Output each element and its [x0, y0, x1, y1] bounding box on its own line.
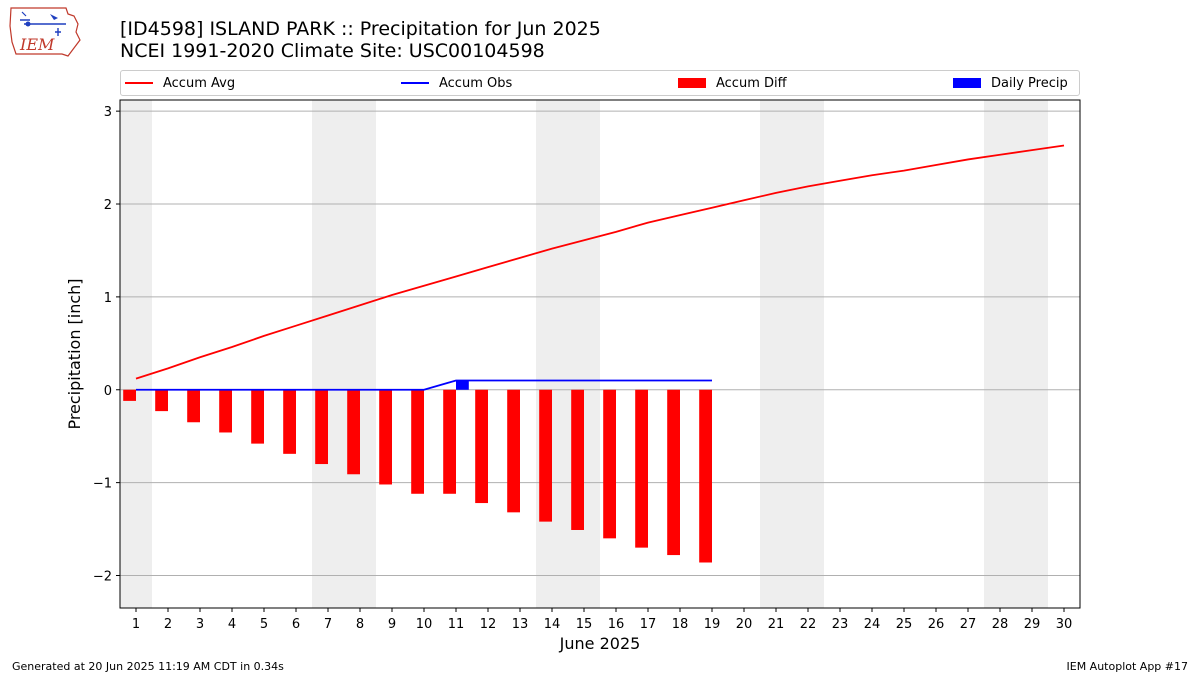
- x-tick-label: 30: [1056, 617, 1073, 632]
- x-tick-label: 10: [416, 617, 433, 632]
- bar-accum-diff: [603, 389, 616, 539]
- bar-accum-diff: [571, 389, 584, 530]
- bar-accum-diff: [443, 389, 456, 494]
- legend-swatch: [125, 82, 153, 84]
- legend-item-accum-avg: Accum Avg: [125, 71, 235, 95]
- y-tick-label: 2: [104, 198, 112, 213]
- bar-daily-precip: [456, 380, 469, 390]
- y-tick-label: −1: [93, 477, 112, 492]
- iem-logo: IEM: [9, 7, 81, 57]
- x-axis-label: June 2025: [559, 634, 641, 653]
- bar-accum-diff: [667, 389, 680, 556]
- x-tick-label: 3: [196, 617, 204, 632]
- x-tick-label: 4: [228, 617, 236, 632]
- legend-label: Accum Avg: [163, 75, 236, 91]
- bar-accum-diff: [699, 389, 712, 563]
- x-tick-label: 22: [800, 617, 817, 632]
- legend-swatch: [401, 82, 429, 84]
- bar-accum-diff: [155, 389, 168, 412]
- bar-accum-diff: [475, 389, 488, 504]
- x-tick-label: 7: [324, 617, 332, 632]
- x-tick-label: 11: [448, 617, 465, 632]
- bar-accum-diff: [411, 389, 424, 494]
- svg-text:IEM: IEM: [19, 35, 55, 54]
- x-tick-label: 23: [832, 617, 849, 632]
- footer-app: IEM Autoplot App #17: [1066, 660, 1189, 673]
- legend-label: Accum Diff: [716, 75, 787, 91]
- bar-accum-diff: [347, 389, 360, 475]
- bar-accum-diff: [251, 389, 264, 444]
- x-tick-label: 2: [164, 617, 172, 632]
- x-tick-label: 13: [512, 617, 529, 632]
- bar-accum-diff: [539, 389, 552, 522]
- x-tick-label: 17: [640, 617, 657, 632]
- x-tick-label: 21: [768, 617, 785, 632]
- weekend-band: [760, 100, 824, 608]
- x-tick-label: 19: [704, 617, 721, 632]
- x-tick-label: 8: [356, 617, 364, 632]
- chart-subtitle: NCEI 1991-2020 Climate Site: USC00104598: [120, 40, 545, 62]
- x-tick-label: 25: [896, 617, 913, 632]
- y-tick-label: 3: [104, 105, 112, 120]
- bar-accum-diff: [123, 389, 136, 401]
- legend-label: Daily Precip: [991, 75, 1068, 91]
- legend-swatch: [953, 78, 981, 88]
- y-tick-label: 1: [104, 291, 112, 306]
- weekend-band: [984, 100, 1048, 608]
- x-tick-label: 16: [608, 617, 625, 632]
- x-tick-label: 6: [292, 617, 300, 632]
- weekend-band: [120, 100, 152, 608]
- x-tick-label: 24: [864, 617, 881, 632]
- legend-swatch: [678, 78, 706, 88]
- bar-accum-diff: [283, 389, 296, 454]
- x-tick-label: 18: [672, 617, 689, 632]
- weekend-band: [312, 100, 376, 608]
- x-tick-label: 29: [1024, 617, 1041, 632]
- bar-accum-diff: [507, 389, 520, 513]
- bar-accum-diff: [379, 389, 392, 485]
- x-tick-label: 12: [480, 617, 497, 632]
- legend-item-accum-diff: Accum Diff: [678, 71, 787, 95]
- x-tick-label: 9: [388, 617, 396, 632]
- chart-title: [ID4598] ISLAND PARK :: Precipitation fo…: [120, 18, 601, 40]
- bar-accum-diff: [315, 389, 328, 465]
- y-tick-label: −2: [93, 569, 112, 584]
- bar-accum-diff: [635, 389, 648, 548]
- bar-accum-diff: [187, 389, 200, 423]
- x-tick-label: 14: [544, 617, 561, 632]
- chart-legend: Accum Avg Accum Obs Accum Diff Daily Pre…: [120, 70, 1080, 96]
- x-tick-label: 27: [960, 617, 977, 632]
- line-accum-obs: [136, 379, 712, 391]
- footer-generated: Generated at 20 Jun 2025 11:19 AM CDT in…: [12, 660, 284, 673]
- legend-label: Accum Obs: [439, 75, 513, 91]
- x-tick-label: 28: [992, 617, 1009, 632]
- x-tick-label: 26: [928, 617, 945, 632]
- legend-item-daily-precip: Daily Precip: [953, 71, 1068, 95]
- line-accum-avg: [135, 144, 1065, 380]
- x-tick-label: 20: [736, 617, 753, 632]
- legend-item-accum-obs: Accum Obs: [401, 71, 512, 95]
- x-tick-label: 15: [576, 617, 593, 632]
- x-tick-label: 5: [260, 617, 268, 632]
- plot-frame: [119, 99, 1081, 609]
- x-tick-label: 1: [132, 617, 140, 632]
- y-axis-label: Precipitation [inch]: [65, 278, 84, 429]
- weekend-band: [536, 100, 600, 608]
- bar-accum-diff: [219, 389, 232, 433]
- y-tick-label: 0: [104, 384, 112, 399]
